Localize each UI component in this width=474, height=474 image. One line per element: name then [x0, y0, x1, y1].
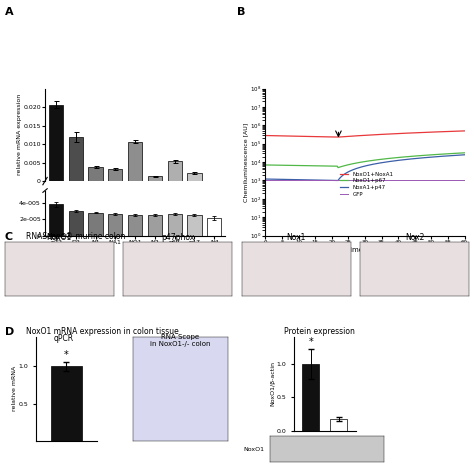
X-axis label: Time [min]: Time [min] — [346, 246, 384, 253]
Bar — [207, 219, 221, 236]
Title: NoxO1: NoxO1 — [46, 233, 72, 242]
Bar — [49, 105, 63, 181]
Legend: NoxO1+NoxA1, NoxO1+p67, NoxA1+p47, GFP: NoxO1+NoxA1, NoxO1+p67, NoxA1+p47, GFP — [338, 169, 396, 199]
NoxO1+p67 — [263, 162, 268, 168]
NoxO1+NoxA1 — [444, 129, 449, 135]
Text: C: C — [5, 232, 13, 242]
NoxO1+p67 — [385, 155, 391, 161]
GFP — [430, 177, 436, 182]
Bar — [69, 137, 83, 181]
NoxA1+p47 — [381, 159, 387, 165]
GFP — [381, 177, 387, 182]
Bar — [108, 214, 122, 236]
NoxO1+p67 — [431, 152, 437, 157]
Text: *: * — [64, 350, 69, 360]
NoxA1+p47 — [444, 153, 449, 159]
Bar — [88, 213, 103, 236]
Text: B: B — [237, 7, 246, 17]
Text: qPCR: qPCR — [54, 334, 74, 343]
Title: p47phox: p47phox — [161, 233, 194, 242]
NoxA1+p47 — [382, 159, 387, 165]
NoxO1+p67 — [335, 165, 341, 171]
Bar — [51, 366, 82, 441]
Text: RNA Scope
in NoxO1-/- colon: RNA Scope in NoxO1-/- colon — [150, 334, 210, 347]
Bar — [187, 173, 201, 181]
Title: Nox1: Nox1 — [287, 233, 306, 242]
GFP — [381, 177, 386, 182]
GFP — [384, 177, 390, 182]
Bar — [167, 214, 182, 236]
Line: NoxO1+NoxA1: NoxO1+NoxA1 — [265, 131, 465, 137]
Y-axis label: NoxO1/β-actin: NoxO1/β-actin — [270, 362, 275, 406]
NoxO1+NoxA1 — [263, 133, 268, 138]
NoxO1+NoxA1 — [381, 131, 387, 137]
GFP — [462, 177, 467, 182]
NoxO1+NoxA1 — [382, 131, 387, 137]
Y-axis label: relative mRNA: relative mRNA — [12, 366, 17, 411]
NoxO1+p67 — [444, 151, 449, 157]
NoxO1+p67 — [381, 156, 387, 162]
Bar — [148, 176, 162, 181]
NoxO1+NoxA1 — [263, 133, 269, 138]
GFP — [263, 177, 268, 182]
NoxA1+p47 — [462, 152, 467, 158]
Bar — [49, 204, 63, 236]
NoxO1+p67 — [263, 162, 269, 168]
Bar — [128, 142, 142, 181]
NoxO1+NoxA1 — [335, 134, 340, 140]
NoxA1+p47 — [335, 178, 340, 183]
Text: D: D — [5, 327, 14, 337]
Bar — [128, 215, 142, 236]
NoxA1+p47 — [385, 159, 391, 164]
Bar — [148, 215, 162, 236]
Text: RNAScope® murine colon: RNAScope® murine colon — [26, 232, 126, 241]
NoxO1+p67 — [462, 150, 467, 155]
NoxO1+p67 — [382, 156, 387, 162]
Bar — [330, 419, 347, 431]
NoxO1+NoxA1 — [431, 129, 437, 135]
Text: Protein expression: Protein expression — [284, 327, 356, 336]
GFP — [263, 177, 269, 182]
Bar — [187, 215, 201, 236]
Title: Nox2: Nox2 — [405, 233, 424, 242]
Bar — [69, 211, 83, 236]
NoxO1+NoxA1 — [385, 131, 391, 137]
Bar — [302, 364, 319, 431]
NoxA1+p47 — [263, 176, 269, 182]
Line: NoxA1+p47: NoxA1+p47 — [265, 155, 465, 181]
Line: NoxO1+p67: NoxO1+p67 — [265, 153, 465, 168]
Y-axis label: Chemiluminescence [AU]: Chemiluminescence [AU] — [244, 122, 248, 202]
GFP — [443, 177, 449, 182]
Bar — [88, 167, 103, 181]
Text: *: * — [308, 337, 313, 347]
NoxO1+NoxA1 — [462, 128, 467, 134]
Text: NoxO1: NoxO1 — [244, 447, 264, 452]
Bar — [108, 169, 122, 181]
Bar — [167, 162, 182, 181]
NoxA1+p47 — [431, 154, 437, 160]
Text: A: A — [5, 7, 13, 17]
NoxA1+p47 — [263, 176, 268, 182]
Text: NoxO1 mRNA expression in colon tissue: NoxO1 mRNA expression in colon tissue — [26, 327, 179, 336]
Y-axis label: relative mRNA expression: relative mRNA expression — [17, 94, 22, 175]
